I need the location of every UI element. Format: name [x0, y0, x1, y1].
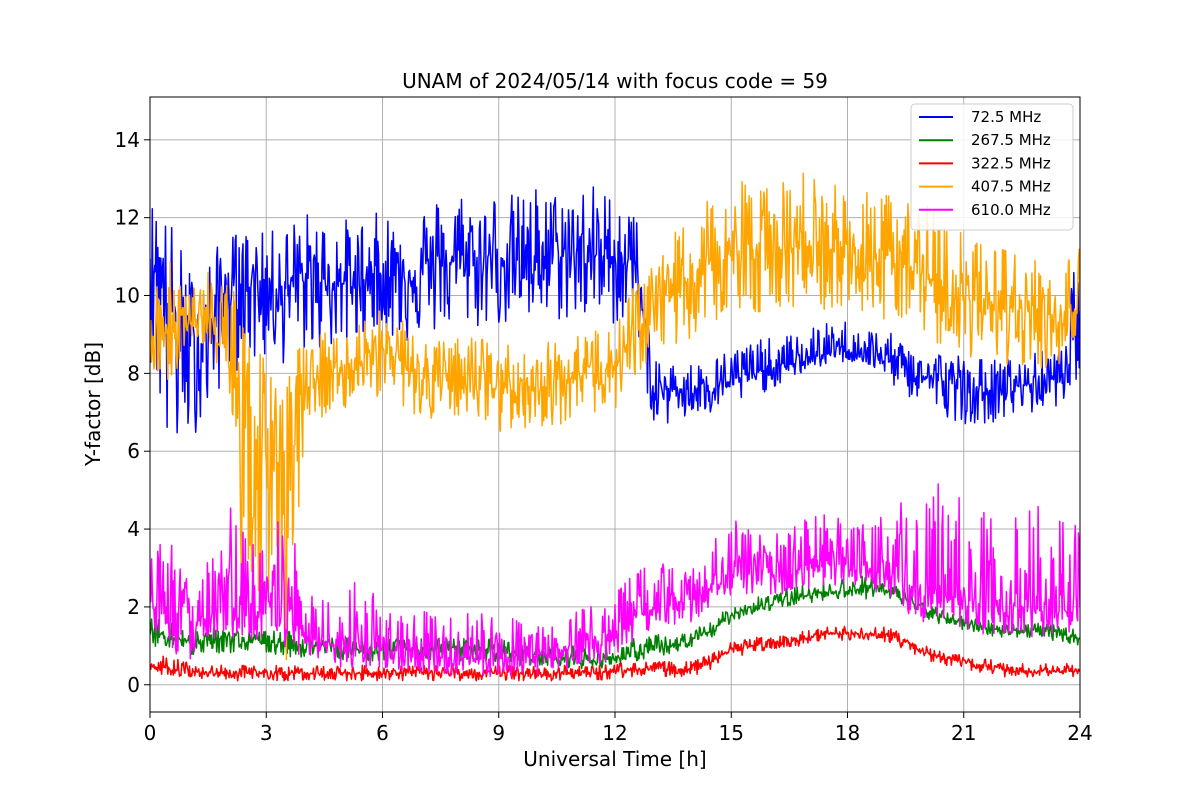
series-line	[150, 625, 1080, 682]
legend: 72.5 MHz 267.5 MHz 322.5 MHz 407.5 MHz 610.0…	[910, 103, 1074, 231]
legend-label: 407.5 MHz	[971, 178, 1051, 196]
y-tick-label: 4	[127, 517, 140, 541]
y-tick-label: 8	[127, 361, 140, 385]
legend-label: 322.5 MHz	[971, 154, 1051, 172]
x-tick-label: 21	[951, 721, 976, 745]
x-tick-label: 3	[260, 721, 273, 745]
y-tick-label: 14	[115, 128, 140, 152]
x-tick-label: 0	[144, 721, 157, 745]
legend-label: 267.5 MHz	[971, 131, 1051, 149]
y-tick-label: 0	[127, 673, 140, 697]
legend-label: 610.0 MHz	[971, 201, 1051, 219]
y-tick-label: 2	[127, 595, 140, 619]
y-tick-label: 6	[127, 439, 140, 463]
x-tick-label: 12	[602, 721, 627, 745]
legend-label: 72.5 MHz	[971, 108, 1041, 126]
y-tick-label: 10	[115, 284, 140, 308]
x-tick-label: 24	[1067, 721, 1092, 745]
series-line	[150, 483, 1080, 678]
legend-box	[910, 103, 1074, 231]
x-axis-title: Universal Time [h]	[523, 747, 706, 771]
series-line	[150, 172, 1080, 661]
x-tick-label: 6	[376, 721, 389, 745]
x-tick-label: 9	[492, 721, 505, 745]
x-tick-label: 15	[719, 721, 744, 745]
series-line	[150, 186, 1080, 434]
y-axis-title: Y-factor [dB]	[81, 342, 105, 467]
series-layer	[150, 172, 1080, 682]
x-tick-label: 18	[835, 721, 860, 745]
y-tick-label: 12	[115, 206, 140, 230]
chart-title: UNAM of 2024/05/14 with focus code = 59	[402, 69, 828, 93]
